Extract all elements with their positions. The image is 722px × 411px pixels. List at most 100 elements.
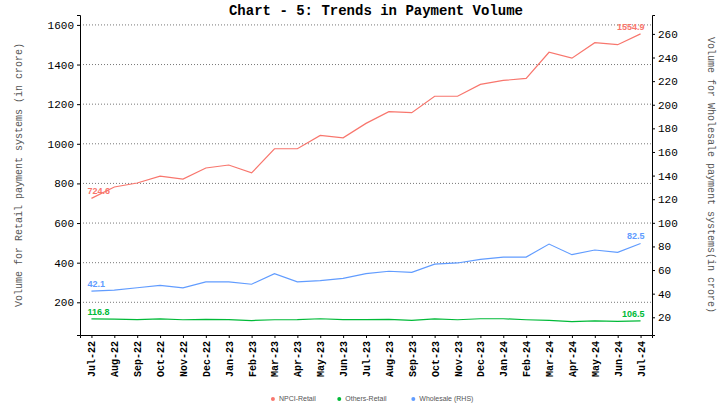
legend: NPCI-RetailOthers-RetailWholesale (RHS) — [271, 395, 473, 403]
grid-line — [80, 183, 652, 184]
x-tick: Jan-24 — [499, 335, 510, 377]
y2-tick: 20 — [652, 312, 671, 324]
x-tick-label: Dec-22 — [202, 341, 213, 377]
legend-label: Others-Retail — [345, 395, 387, 402]
y-tick-mark — [77, 25, 80, 26]
x-tick-mark — [274, 335, 275, 338]
y2-tick: 240 — [652, 53, 678, 65]
y2-tick-label: 180 — [658, 123, 678, 135]
x-tick-label: Mar-24 — [545, 341, 556, 377]
y2-tick-mark — [652, 223, 655, 224]
x-tick-mark — [435, 335, 436, 338]
y2-axis-line — [653, 16, 656, 336]
grid-line — [80, 223, 652, 224]
x-tick-label: Mar-23 — [270, 341, 281, 377]
x-tick-label: May-23 — [316, 341, 327, 377]
x-tick-label: Feb-23 — [248, 341, 259, 377]
y-tick: 1000 — [48, 139, 80, 151]
y-tick-mark — [77, 183, 80, 184]
x-tick-label: Nov-22 — [179, 341, 190, 377]
x-tick-label: Jul-22 — [87, 341, 98, 377]
x-tick: Jan-23 — [225, 335, 236, 377]
data-labels: 724.61554.9116.8106.542.182.5 — [87, 22, 644, 319]
y2-tick-mark — [652, 176, 655, 177]
y-tick-label: 400 — [54, 258, 74, 270]
x-tick-mark — [183, 335, 184, 338]
x-tick: Feb-24 — [522, 335, 533, 377]
y2-tick-label: 260 — [658, 29, 678, 41]
grid-line — [80, 143, 652, 144]
y2-tick-mark — [652, 270, 655, 271]
series-group — [91, 34, 640, 322]
x-tick-label: Oct-23 — [431, 341, 442, 377]
series-line — [91, 243, 640, 291]
y2-tick-mark — [652, 294, 655, 295]
data-label: 106.5 — [622, 309, 645, 319]
y-tick-mark — [77, 223, 80, 224]
x-tick-mark — [137, 335, 138, 338]
x-tick: Nov-22 — [179, 335, 190, 377]
x-tick: Dec-23 — [476, 335, 487, 377]
x-tick-mark — [343, 335, 344, 338]
y2-tick: 140 — [652, 171, 678, 183]
y2-tick-mark — [652, 152, 655, 153]
x-tick-mark — [572, 335, 573, 338]
x-tick: Jul-22 — [87, 335, 98, 377]
x-tick: Nov-23 — [454, 335, 465, 377]
x-tick-label: Jul-23 — [362, 341, 373, 377]
y-tick: 1400 — [48, 60, 80, 72]
y-tick-label: 800 — [54, 178, 74, 190]
y2-tick: 180 — [652, 123, 678, 135]
legend-marker — [411, 397, 415, 401]
x-tick: Feb-23 — [248, 335, 259, 377]
x-tick: Apr-24 — [568, 335, 579, 377]
y2-tick-mark — [652, 317, 655, 318]
y-tick: 800 — [54, 178, 80, 190]
x-tick-label: Apr-23 — [293, 341, 304, 377]
y-axis: 2004006008001000120014001600 — [48, 16, 81, 336]
data-label: 724.6 — [87, 186, 110, 196]
x-tick-mark — [252, 335, 253, 338]
series-line — [91, 34, 640, 199]
y-tick: 1600 — [48, 20, 80, 32]
y2-tick-mark — [652, 58, 655, 59]
x-tick-mark — [297, 335, 298, 338]
x-tick-label: Sep-22 — [133, 341, 144, 377]
y2-tick-mark — [652, 34, 655, 35]
x-tick: May-24 — [591, 335, 602, 377]
y2-tick-label: 220 — [658, 76, 678, 88]
x-tick-label: Aug-22 — [110, 341, 121, 377]
x-tick: Aug-22 — [110, 335, 121, 377]
x-tick: Jun-23 — [339, 335, 350, 377]
y-tick-mark — [77, 144, 80, 145]
y2-tick-mark — [652, 81, 655, 82]
x-tick-mark — [366, 335, 367, 338]
grid-line — [80, 104, 652, 105]
data-label: 42.1 — [87, 279, 105, 289]
y-tick: 1200 — [48, 99, 80, 111]
y2-axis-title: Volume for Wholesale payment systems(in … — [705, 37, 716, 313]
x-tick: Oct-23 — [431, 335, 442, 377]
y-axis-title: Volume for Retail payment systems (in cr… — [14, 43, 25, 307]
x-tick: Dec-22 — [202, 335, 213, 377]
x-tick-mark — [526, 335, 527, 338]
grid-line — [80, 24, 652, 25]
x-tick: Apr-23 — [293, 335, 304, 377]
y2-axis: 20406080100120140160180200220240260 — [652, 16, 678, 336]
y2-tick: 220 — [652, 76, 678, 88]
x-tick-mark — [458, 335, 459, 338]
x-tick-label: Jan-23 — [225, 341, 236, 377]
y2-tick: 80 — [652, 241, 671, 253]
y-tick-label: 600 — [54, 218, 74, 230]
x-axis-line — [81, 336, 653, 339]
y-tick-mark — [77, 104, 80, 105]
x-tick: Jul-23 — [362, 335, 373, 377]
x-tick: Sep-23 — [408, 335, 419, 377]
x-tick-mark — [641, 335, 642, 338]
y2-tick: 100 — [652, 218, 678, 230]
y2-tick: 160 — [652, 147, 678, 159]
x-tick-label: Oct-22 — [156, 341, 167, 377]
chart: Chart - 5: Trends in Payment Volume20040… — [0, 0, 722, 411]
x-tick-label: Dec-23 — [476, 341, 487, 377]
x-tick-mark — [91, 335, 92, 338]
